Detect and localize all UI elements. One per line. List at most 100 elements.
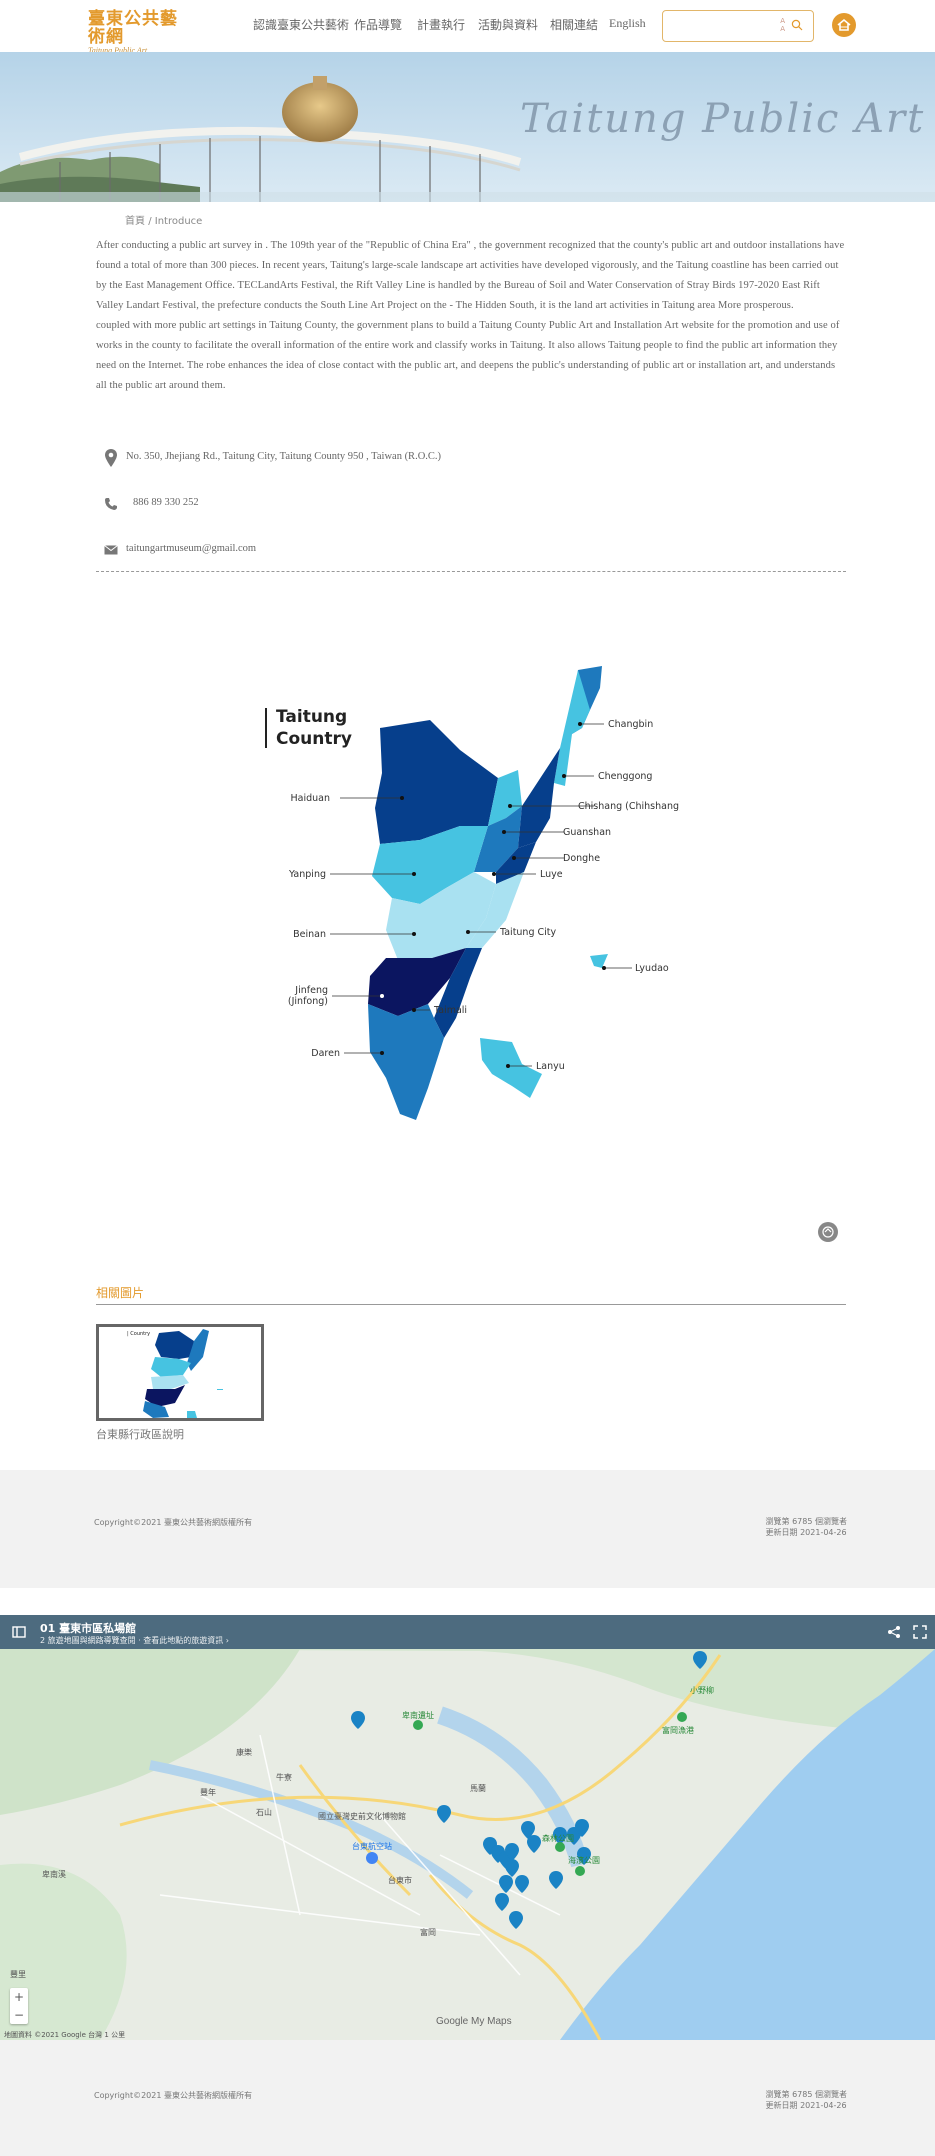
label-luye: Luye: [540, 869, 563, 880]
map-place-airport: 台東航空站: [352, 1841, 392, 1851]
map-title: 01 臺東市區私場館: [40, 1622, 137, 1635]
map-title-line1: Taitung: [276, 707, 347, 727]
phone-text: 886 89 330 252: [133, 497, 199, 508]
mail-icon: [104, 545, 118, 555]
logo-text-en: Taitung Public Art: [88, 46, 148, 55]
intro-text: After conducting a public art survey in …: [96, 236, 846, 396]
banner-title: Taitung Public Art: [520, 96, 926, 142]
nav-works[interactable]: 作品導覽: [354, 18, 403, 32]
breadcrumb-separator: /: [148, 216, 152, 227]
footer-visitors-bottom: 瀏覽第 6785 個瀏覽者: [765, 2090, 847, 2099]
related-divider: [96, 1304, 846, 1305]
label-lyudao: Lyudao: [635, 963, 669, 974]
label-taitung-city: Taitung City: [499, 927, 557, 938]
nav-english[interactable]: English: [609, 16, 646, 30]
nav-about[interactable]: 認識臺東公共藝術: [253, 18, 350, 32]
map-attribution: 地圖資料 ©2021 Google 台灣 1 公里: [4, 2031, 126, 2039]
map-place-shishan: 石山: [256, 1807, 272, 1817]
region-yanping: [372, 826, 488, 904]
region-lyudao: [590, 954, 608, 968]
fullscreen-icon[interactable]: [913, 1625, 927, 1639]
map-place-fengli: 豐里: [10, 1969, 26, 1979]
share-icon[interactable]: [818, 1222, 838, 1242]
banner-image: [0, 52, 935, 202]
footer-stats-bottom: 瀏覽第 6785 個瀏覽者 更新日期 2021-04-26: [766, 2089, 847, 2111]
region-taitung-city: [466, 872, 524, 948]
map-subtitle[interactable]: 2 旅遊地圖與網路導覽查閱 · 查看此地點的旅遊資訊 ›: [40, 1636, 230, 1645]
thumb-title: | Country: [127, 1331, 150, 1337]
label-lanyu: Lanyu: [536, 1061, 565, 1072]
map-title-bar: 01 臺東市區私場館 2 旅遊地圖與網路導覽查閱 · 查看此地點的旅遊資訊 ›: [0, 1615, 935, 1649]
site-footer-bottom: Copyright©2021 臺東公共藝術網版權所有 瀏覽第 6785 個瀏覽者…: [0, 2040, 935, 2156]
search-icon[interactable]: [791, 19, 803, 31]
related-image-thumbnail[interactable]: | Country: [96, 1324, 264, 1421]
label-daren: Daren: [311, 1048, 340, 1059]
region-beinan: [386, 872, 496, 960]
font-size-medium[interactable]: A: [780, 25, 785, 33]
label-haiduan: Haiduan: [291, 793, 331, 804]
site-logo[interactable]: 臺東公共藝術網 Taitung Public Art: [88, 10, 184, 55]
label-beinan: Beinan: [293, 929, 326, 940]
home-icon[interactable]: [832, 13, 856, 37]
map-legend-icon[interactable]: [12, 1625, 26, 1639]
location-pin-icon: [105, 449, 117, 467]
map-place-fengnian: 豐年: [200, 1787, 216, 1797]
breadcrumb-current: Introduce: [154, 216, 203, 227]
breadcrumb-home[interactable]: 首頁: [125, 216, 145, 227]
related-images-title: 相關圖片: [96, 1286, 145, 1300]
search-input[interactable]: A A: [662, 10, 814, 42]
logo-text-zh: 臺東公共藝術網: [88, 9, 178, 47]
map-title-line2: Country: [276, 729, 352, 749]
map-district-dots: [380, 722, 606, 1068]
region-luye: [496, 842, 536, 884]
map-canvas[interactable]: 牛寮 卑南遺址 國立臺灣史前文化博物館 台東航空站 台東市 卑南溪 小野柳 富岡…: [0, 1615, 935, 2040]
thumbnail-caption[interactable]: 台東縣行政區說明: [96, 1428, 184, 1441]
region-taimali: [434, 948, 482, 1038]
zoom-out-button[interactable]: −: [13, 2008, 25, 2022]
label-guanshan: Guanshan: [563, 827, 611, 838]
region-lanyu: [480, 1038, 542, 1098]
region-jinfeng: [368, 948, 466, 1016]
email-text[interactable]: taitungartmuseum@gmail.com: [126, 543, 257, 554]
region-daren: [368, 1004, 444, 1120]
nav-links[interactable]: 相關連結: [550, 18, 599, 32]
footer-copyright-bottom: Copyright©2021 臺東公共藝術網版權所有: [94, 2091, 252, 2100]
map-share-icon[interactable]: [887, 1625, 901, 1639]
taitung-county-map: Taitung Country Changbin: [265, 666, 680, 1120]
label-chishang: Chishang (Chihshang): [578, 801, 680, 812]
font-size-large[interactable]: A: [780, 17, 785, 25]
nav-projects[interactable]: 計畫執行: [417, 18, 466, 32]
thumbnail-map-image: | Country: [99, 1327, 261, 1418]
label-changbin: Changbin: [608, 719, 653, 730]
region-haiduan: [375, 720, 498, 844]
label-taimali: Taimali: [433, 1005, 467, 1016]
region-chishang: [488, 770, 522, 826]
hero-banner: Taitung Public Art: [0, 52, 935, 202]
map-zoom-controls[interactable]: + −: [10, 1988, 28, 2024]
font-size-controls[interactable]: A A: [780, 17, 785, 33]
label-jinfeng-alt: (Jinfong): [288, 996, 328, 1007]
map-place-xiaoyeliu: 小野柳: [690, 1685, 714, 1695]
footer-visitors: 瀏覽第 6785 個瀏覽者: [765, 1517, 847, 1526]
intro-paragraph-1: After conducting a public art survey in …: [96, 240, 845, 311]
footer-stats: 瀏覽第 6785 個瀏覽者 更新日期 2021-04-26: [766, 1516, 847, 1538]
site-footer: Copyright©2021 臺東公共藝術網版權所有 瀏覽第 6785 個瀏覽者…: [0, 1470, 935, 1588]
embedded-map[interactable]: 牛寮 卑南遺址 國立臺灣史前文化博物館 台東航空站 台東市 卑南溪 小野柳 富岡…: [0, 1615, 935, 2040]
map-place-fugang: 富岡: [420, 1927, 436, 1937]
nav-events[interactable]: 活動與資料: [478, 18, 539, 32]
section-divider: [96, 571, 846, 572]
footer-copyright: Copyright©2021 臺東公共藝術網版權所有: [94, 1518, 252, 1527]
footer-updated: 更新日期 2021-04-26: [765, 1528, 847, 1537]
map-place-fugang-port: 富岡漁港: [662, 1725, 694, 1735]
map-place-beinan-river: 卑南溪: [42, 1869, 66, 1879]
map-place-taitung-city: 台東市: [388, 1875, 412, 1885]
map-place-kangle: 康樂: [236, 1747, 252, 1757]
map-leader-lines: [330, 723, 632, 1067]
address-text: No. 350, Jhejiang Rd., Taitung City, Tai…: [126, 451, 442, 462]
zoom-in-button[interactable]: +: [13, 1990, 25, 2004]
region-donghe: [518, 748, 560, 848]
region-guanshan: [474, 806, 522, 872]
region-chenggong: [554, 670, 590, 786]
google-my-maps-logo: Google My Maps: [436, 2016, 512, 2027]
site-header: 臺東公共藝術網 Taitung Public Art 認識臺東公共藝術 作品導覽…: [0, 0, 935, 55]
